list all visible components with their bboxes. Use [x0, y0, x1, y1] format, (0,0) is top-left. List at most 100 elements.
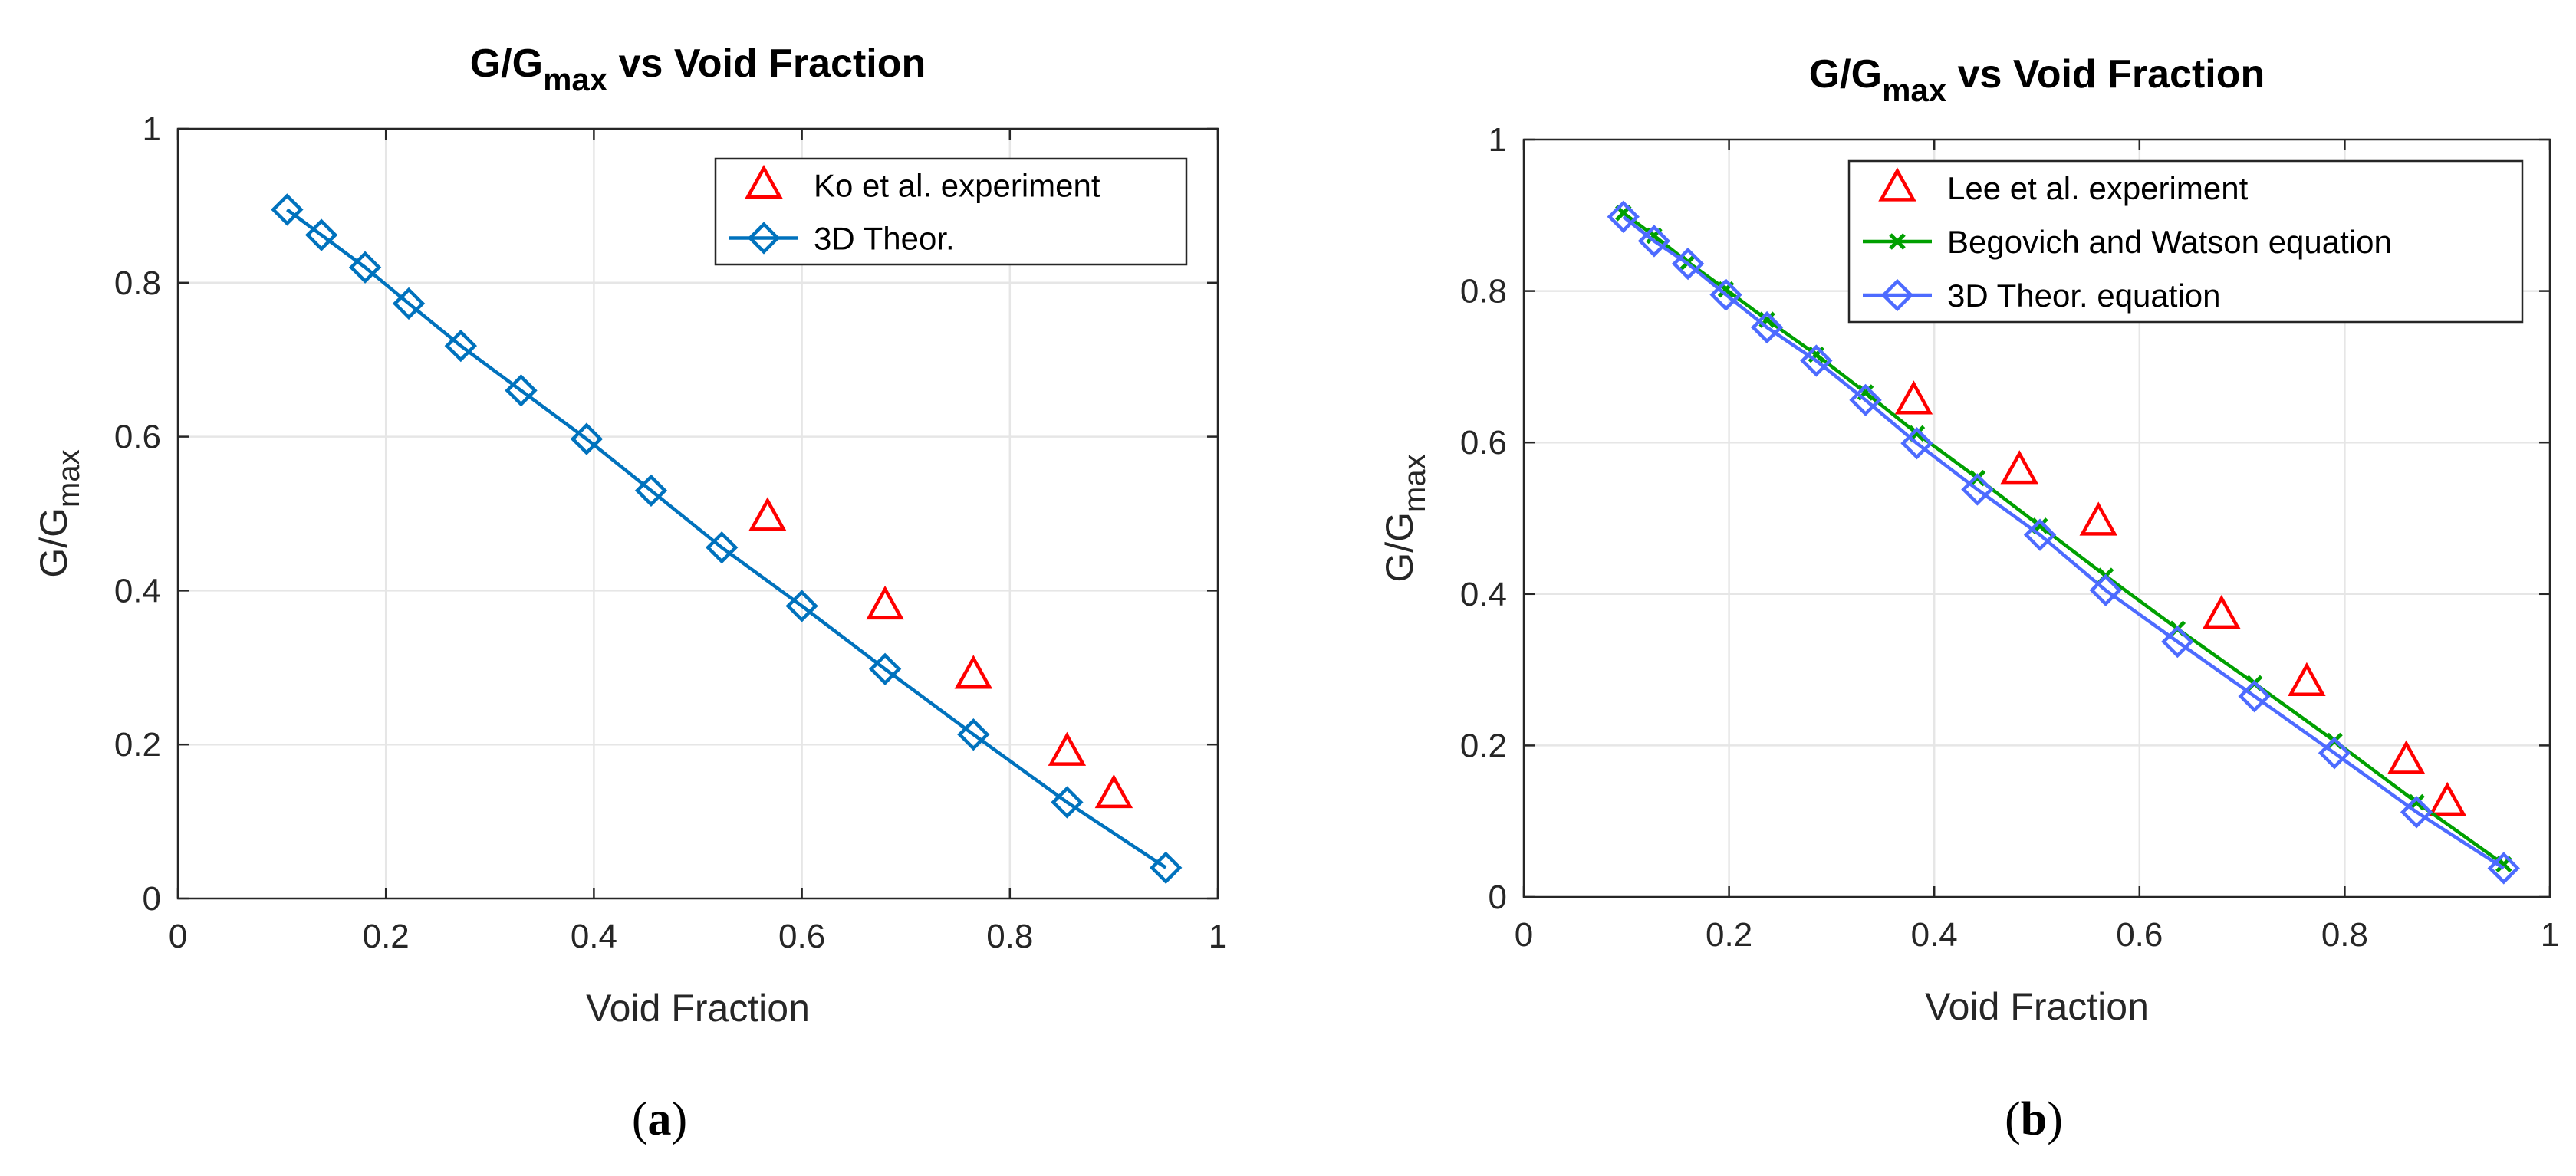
data-point [505, 374, 538, 407]
data-point [1800, 344, 1833, 377]
x-tick-label: 0.4 [1911, 916, 1958, 954]
series-1 [1894, 380, 2466, 816]
title-subscript: max [1882, 72, 1947, 108]
title-rest: vs Void Fraction [607, 41, 926, 86]
x-tick-label: 0.8 [2321, 916, 2368, 954]
legend-swatch-marker [747, 222, 781, 255]
y-tick-label: 0.6 [1460, 424, 1507, 462]
legend: Lee et al. experiment Begovich and Watson… [1847, 159, 2524, 324]
data-point [444, 329, 478, 363]
y-tick-label: 0.8 [114, 264, 161, 302]
panel-label-close: ) [2047, 1093, 2063, 1145]
axes-box [176, 127, 1219, 900]
series-line [1622, 211, 2505, 866]
data-point [1900, 427, 1933, 460]
title-rest: vs Void Fraction [1946, 52, 2265, 97]
data-point [957, 718, 990, 751]
x-tick-label: 0.6 [2116, 916, 2163, 954]
y-label-subscript: max [1398, 454, 1432, 512]
data-point [634, 474, 668, 508]
data-point [866, 585, 904, 620]
series-3 [1607, 200, 2520, 885]
panel-label: (a) [632, 1093, 687, 1145]
x-tick-label: 0.2 [1706, 916, 1752, 954]
panel-label-open: ( [2005, 1093, 2021, 1145]
data-point [2079, 501, 2118, 536]
legend-label: Lee et al. experiment [1947, 170, 2249, 206]
x-tick-label: 1 [1209, 918, 1227, 955]
data-point [954, 655, 993, 689]
x-tick-label: 0 [1515, 916, 1533, 954]
legend-label: Ko et al. experiment [814, 168, 1100, 204]
data-point [1849, 383, 1882, 417]
title-main: G/G [1809, 52, 1882, 97]
y-tick-label: 0 [143, 880, 161, 918]
data-point [304, 218, 338, 251]
y-tick-label: 0.2 [114, 726, 161, 764]
series-2 [271, 193, 1183, 885]
series-1 [748, 497, 1133, 809]
y-tick-label: 1 [1489, 121, 1507, 159]
data-point [868, 652, 902, 685]
data-point [1051, 786, 1084, 819]
data-point [748, 497, 787, 531]
data-point [1094, 774, 1133, 809]
legend-swatch-marker [1878, 167, 1916, 202]
legend-swatch-marker [745, 164, 783, 199]
data-point [2318, 737, 2351, 770]
legend-label: Begovich and Watson equation [1947, 224, 2392, 260]
data-point [1961, 473, 1994, 506]
panel-label-close: ) [672, 1093, 688, 1145]
data-point [1150, 851, 1183, 885]
y-tick-label: 0 [1489, 879, 1507, 916]
data-point [2238, 679, 2271, 713]
y-axis-label: G/Gmax [32, 449, 86, 577]
data-point [271, 193, 304, 226]
legend-swatch-marker [1880, 278, 1914, 312]
data-point [2089, 573, 2122, 607]
data-point [2288, 662, 2326, 697]
y-tick-label: 0.2 [1460, 727, 1507, 764]
chart-panel-a: 0 0.2 0.4 0.6 0.8 100.20.40.60.81G/Gmax vs Vo… [32, 41, 1227, 1145]
data-point [2023, 518, 2057, 551]
legend-swatch-marker [1889, 233, 1906, 250]
y-label-main: G/G [32, 508, 75, 578]
data-point [392, 287, 426, 320]
x-tick-label: 1 [2541, 916, 2559, 954]
panel-label-letter: a [648, 1093, 672, 1145]
y-tick-label: 1 [143, 110, 161, 148]
data-point [785, 590, 818, 622]
data-point [1637, 225, 1671, 258]
x-tick-label: 0.6 [778, 918, 825, 955]
chart-panel-b: 0 0.2 0.4 0.6 0.8 100.20.40.60.81G/Gmax vs Vo… [1378, 52, 2559, 1145]
x-axis-label: Void Fraction [1925, 985, 2149, 1028]
legend-label: 3D Theor. [814, 221, 955, 257]
x-tick-label: 0.2 [363, 918, 410, 955]
legend-label: 3D Theor. equation [1947, 278, 2221, 314]
title-main: G/G [470, 41, 543, 86]
data-point [2487, 852, 2520, 885]
x-tick-label: 0.4 [571, 918, 617, 955]
data-point [706, 531, 739, 564]
y-tick-label: 0.8 [1460, 273, 1507, 310]
axes-box [1522, 138, 2551, 898]
panel-label: (b) [2005, 1093, 2063, 1145]
y-tick-label: 0.4 [114, 572, 161, 609]
y-label-main: G/G [1378, 512, 1421, 583]
legend-box [1847, 159, 2524, 324]
y-tick-label: 0.6 [114, 419, 161, 456]
chart-title: G/Gmax vs Void Fraction [470, 41, 926, 97]
data-point [2387, 740, 2426, 774]
data-point [1750, 310, 1784, 344]
legend-box [714, 157, 1188, 266]
data-point [2161, 625, 2194, 659]
data-point [570, 422, 604, 455]
x-tick-label: 0.8 [986, 918, 1033, 955]
data-point [2400, 796, 2433, 829]
y-axis-label: G/Gmax [1378, 454, 1432, 582]
legend: Ko et al. experiment 3D Theor. [714, 157, 1188, 266]
chart-title: G/Gmax vs Void Fraction [1809, 52, 2265, 108]
panel-label-letter: b [2021, 1093, 2047, 1145]
series-line [1622, 215, 2505, 870]
